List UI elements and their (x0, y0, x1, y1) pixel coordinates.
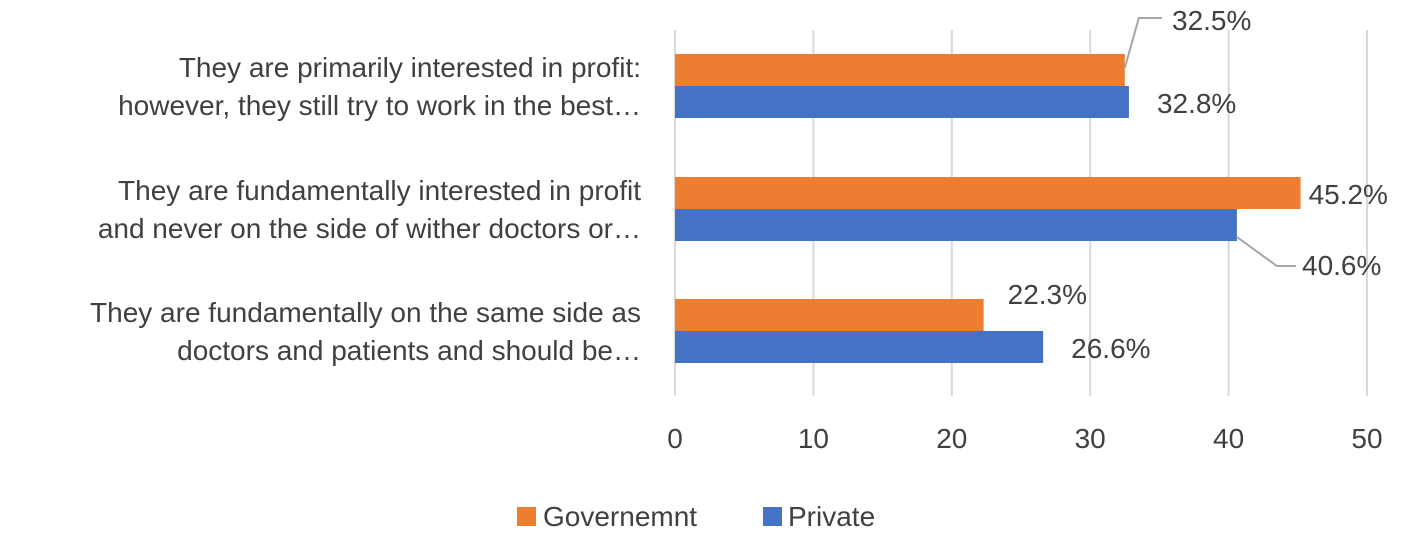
category-label-3-line-1: They are fundamentally on the same side … (90, 297, 641, 328)
bar-private-3 (675, 331, 1044, 363)
data-label-governemnt-2: 45.2% (1309, 179, 1388, 210)
category-labels: They are primarily interested in profit:… (90, 52, 641, 366)
category-label-2-line-1: They are fundamentally interested in pro… (118, 175, 641, 206)
legend-swatch-private (763, 507, 782, 526)
data-label-governemnt-3: 22.3% (1008, 279, 1087, 310)
x-tick-label: 0 (667, 423, 683, 454)
leader-lines (1123, 17, 1296, 267)
x-axis-tick-labels: 0 10 20 30 40 50 (667, 423, 1382, 454)
bar-private-1 (675, 86, 1129, 118)
data-label-governemnt-1: 32.5% (1172, 5, 1251, 36)
data-labels: 32.5% 32.8% 45.2% 40.6% 22.3% 26.6% (1008, 5, 1388, 364)
leader-line (1123, 17, 1162, 69)
x-tick-label: 50 (1351, 423, 1382, 454)
x-tick-label: 40 (1213, 423, 1244, 454)
category-label-1-line-2: however, they still try to work in the b… (118, 90, 641, 121)
data-label-private-3: 26.6% (1071, 333, 1150, 364)
leader-line (1236, 236, 1296, 267)
x-tick-label: 10 (798, 423, 829, 454)
bars (675, 54, 1301, 363)
legend: Governemnt Private (517, 501, 875, 532)
category-label-3-line-2: doctors and patients and should be… (177, 335, 641, 366)
data-label-private-1: 32.8% (1157, 88, 1236, 119)
category-label-2-line-2: and never on the side of wither doctors … (98, 213, 641, 244)
bar-governemnt-3 (675, 299, 984, 331)
category-label-1-line-1: They are primarily interested in profit: (179, 52, 641, 83)
x-tick-label: 30 (1075, 423, 1106, 454)
legend-label-governemnt: Governemnt (543, 501, 697, 532)
x-tick-label: 20 (936, 423, 967, 454)
bar-governemnt-2 (675, 177, 1301, 209)
bar-governemnt-1 (675, 54, 1125, 86)
legend-label-private: Private (788, 501, 875, 532)
legend-swatch-governemnt (517, 507, 536, 526)
bar-private-2 (675, 209, 1237, 241)
data-label-private-2: 40.6% (1302, 250, 1381, 281)
